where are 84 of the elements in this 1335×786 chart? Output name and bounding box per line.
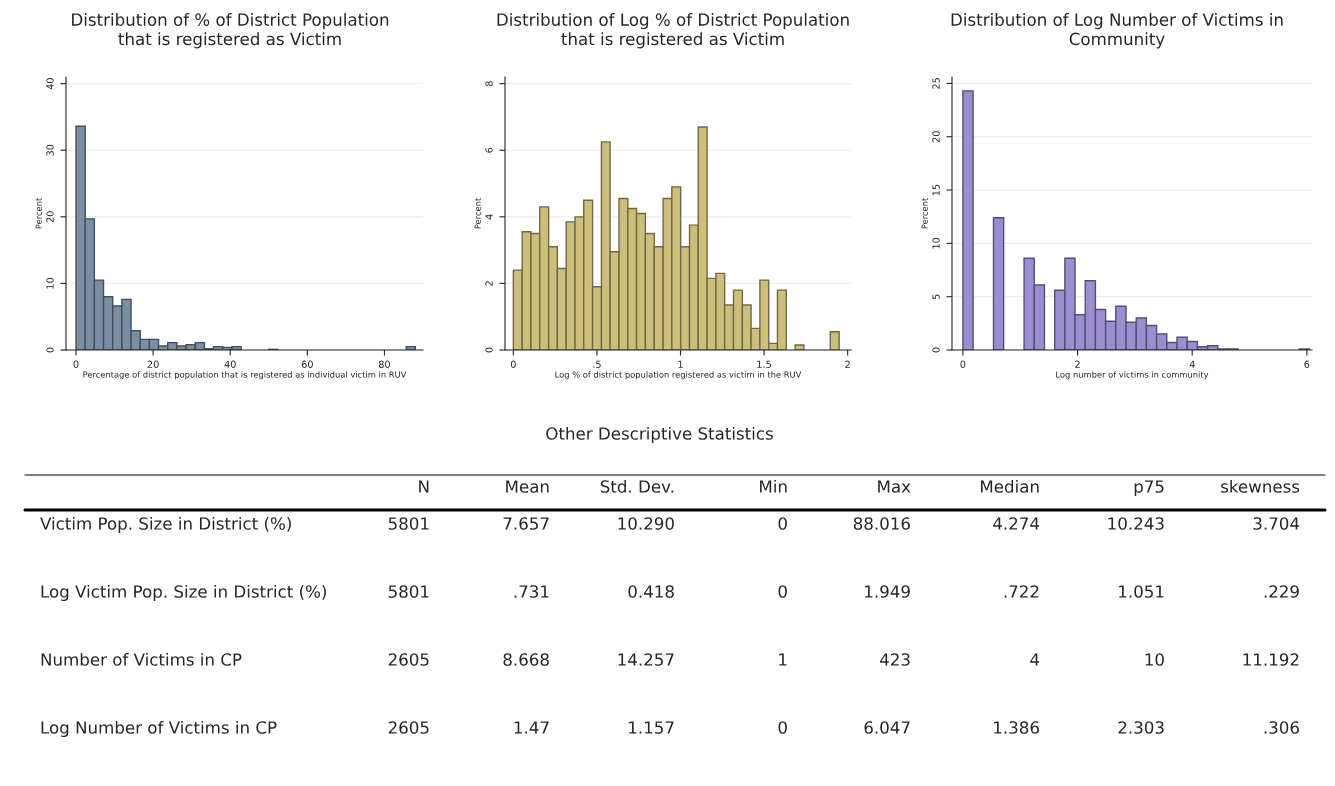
x-tick-label: 1: [678, 360, 683, 368]
y-tick-label: 40: [46, 78, 54, 90]
text: 6.047: [864, 721, 910, 734]
x-axis-title: Percentage of district population that is registered as individual victim in RUV: [83, 371, 407, 380]
text: 1.386: [994, 721, 1039, 734]
text: 5801: [388, 517, 429, 530]
category-label: Min: [760, 479, 787, 493]
text: 8.668: [503, 653, 549, 666]
text: 4: [1030, 653, 1040, 666]
text: 88.016: [853, 517, 910, 530]
x-tick-label: 4: [1189, 360, 1195, 368]
y-tick-label: 5: [932, 294, 940, 300]
text: 423: [880, 653, 910, 666]
text: 0: [778, 517, 787, 530]
x-tick-label: .5: [593, 360, 601, 368]
text: 1: [779, 653, 787, 666]
x-tick-label: 2: [1075, 360, 1080, 368]
y-tick-label: 30: [46, 144, 54, 156]
chart-title: Distribution of % of District Population that is registered as Victim: [72, 13, 389, 49]
category-label: N: [419, 480, 429, 493]
category-label: Max: [878, 480, 911, 493]
x-tick-label: 60: [301, 360, 313, 368]
text: 11.192: [1243, 653, 1299, 666]
y-axis-title: Percent: [921, 198, 928, 229]
category-label: Log Victim Pop. Size in District (%): [41, 584, 326, 602]
category-label: Std. Dev.: [600, 479, 674, 493]
text: 7.657: [503, 517, 549, 530]
x-axis-title: Log % of district population registered as victim in the RUV: [555, 371, 802, 380]
text: .731: [514, 585, 549, 598]
category-label: Median: [981, 479, 1039, 493]
text: 10.290: [618, 517, 674, 530]
y-tick-label: 20: [46, 211, 54, 223]
text: Other Descriptive Statistics: [546, 426, 773, 444]
text: 1.949: [865, 585, 910, 598]
y-tick-label: 0: [46, 347, 54, 353]
x-tick-label: 80: [378, 360, 390, 368]
text: 1.157: [629, 721, 674, 734]
category-label: p75: [1134, 480, 1164, 497]
x-tick-label: 0: [510, 360, 516, 368]
text: .722: [1004, 585, 1039, 598]
text: 5801: [388, 585, 429, 598]
x-tick-label: 2: [845, 360, 850, 368]
text: 2.303: [1118, 721, 1164, 734]
text: .306: [1264, 721, 1299, 734]
y-tick-label: 8: [485, 81, 493, 87]
text: 4.274: [993, 517, 1040, 530]
text: 1.47: [514, 721, 549, 734]
x-tick-label: 0: [73, 360, 79, 368]
text: 3.704: [1253, 517, 1300, 530]
y-tick-label: 2: [485, 281, 493, 286]
text: 14.257: [618, 653, 674, 666]
y-tick-label: 10: [46, 277, 54, 289]
text: 10: [1145, 653, 1164, 666]
category-label: Log Number of Victims in CP: [41, 720, 277, 738]
y-tick-label: 10: [932, 237, 940, 249]
y-tick-label: 0: [932, 347, 940, 353]
category-label: Mean: [506, 480, 549, 493]
y-tick-label: 20: [932, 131, 940, 143]
text: 0.418: [628, 585, 674, 598]
chart-title: Distribution of Log Number of Victims in Community: [951, 13, 1283, 49]
y-axis-title: Percent: [474, 198, 481, 229]
text: 2605: [388, 653, 429, 666]
text: 0: [778, 585, 787, 598]
y-tick-label: 25: [932, 78, 940, 89]
category-label: Victim Pop. Size in District (%): [40, 516, 291, 534]
x-tick-label: 20: [147, 360, 159, 368]
x-tick-label: 40: [224, 360, 236, 368]
y-tick-label: 4: [485, 214, 493, 220]
category-label: skewness: [1221, 479, 1300, 493]
text: 10.243: [1108, 517, 1164, 530]
y-axis-title: Percent: [35, 198, 42, 229]
category-label: Number of Victims in CP: [41, 652, 242, 666]
text: .229: [1264, 585, 1299, 598]
x-tick-label: 1.5: [757, 360, 771, 368]
y-tick-label: 6: [485, 147, 493, 153]
text: 1.051: [1119, 585, 1164, 598]
text: 0: [778, 721, 787, 734]
y-tick-label: 0: [485, 347, 493, 353]
x-tick-label: 0: [960, 360, 966, 368]
text: 2605: [388, 721, 429, 734]
x-axis-title: Log number of victims in community: [1056, 371, 1209, 380]
x-tick-label: 6: [1304, 360, 1310, 368]
y-tick-label: 15: [932, 184, 940, 196]
chart-title: Distribution of Log % of District Population that is registered as Victim: [497, 13, 849, 49]
